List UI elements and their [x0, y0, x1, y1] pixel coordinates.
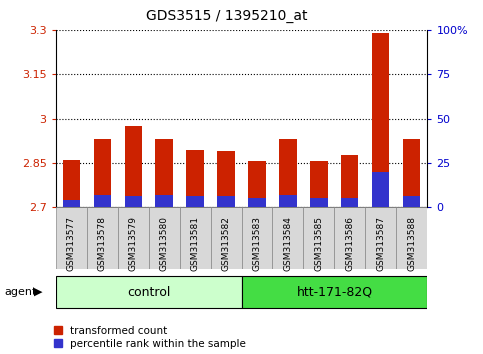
Bar [186, 149, 203, 207]
Legend: transformed count, percentile rank within the sample: transformed count, percentile rank withi… [54, 326, 246, 349]
Bar [280, 195, 297, 207]
Bar [56, 276, 242, 308]
Bar [272, 207, 303, 269]
Bar [149, 207, 180, 269]
Text: GSM313584: GSM313584 [284, 216, 293, 271]
Text: htt-171-82Q: htt-171-82Q [297, 286, 372, 298]
Bar [56, 207, 86, 269]
Bar [125, 196, 142, 207]
Text: agent: agent [5, 287, 37, 297]
Bar [366, 207, 397, 269]
Text: GSM313577: GSM313577 [67, 216, 75, 272]
Bar [341, 155, 358, 207]
Bar [403, 196, 421, 207]
Text: ▶: ▶ [34, 287, 43, 297]
Text: GSM313580: GSM313580 [159, 216, 169, 272]
Text: GSM313582: GSM313582 [222, 216, 230, 271]
Text: GSM313588: GSM313588 [408, 216, 416, 272]
Bar [372, 172, 389, 207]
Text: GDS3515 / 1395210_at: GDS3515 / 1395210_at [146, 9, 308, 23]
Bar [62, 160, 80, 207]
Text: GSM313581: GSM313581 [190, 216, 199, 272]
Bar [397, 207, 427, 269]
Bar [125, 126, 142, 207]
Bar [156, 139, 172, 207]
Bar [248, 198, 266, 207]
Text: GSM313587: GSM313587 [376, 216, 385, 272]
Bar [242, 207, 272, 269]
Bar [334, 207, 366, 269]
Bar [117, 207, 149, 269]
Bar [403, 139, 421, 207]
Bar [211, 207, 242, 269]
Bar [94, 139, 111, 207]
Bar [311, 161, 327, 207]
Text: control: control [127, 286, 170, 298]
Bar [86, 207, 117, 269]
Bar [94, 195, 111, 207]
Bar [242, 276, 427, 308]
Text: GSM313583: GSM313583 [253, 216, 261, 272]
Text: GSM313579: GSM313579 [128, 216, 138, 272]
Text: GSM313585: GSM313585 [314, 216, 324, 272]
Bar [186, 196, 203, 207]
Bar [156, 195, 172, 207]
Bar [217, 196, 235, 207]
Bar [311, 198, 327, 207]
Bar [180, 207, 211, 269]
Text: GSM313578: GSM313578 [98, 216, 107, 272]
Bar [62, 200, 80, 207]
Bar [341, 198, 358, 207]
Text: GSM313586: GSM313586 [345, 216, 355, 272]
Bar [280, 139, 297, 207]
Bar [303, 207, 334, 269]
Bar [248, 161, 266, 207]
Bar [217, 151, 235, 207]
Bar [372, 33, 389, 207]
